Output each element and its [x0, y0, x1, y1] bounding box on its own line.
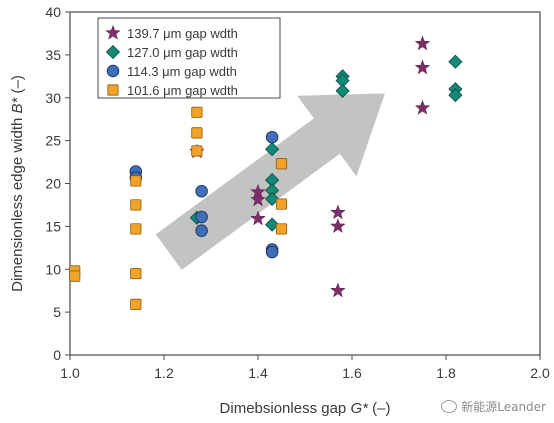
- square-data-point: [130, 175, 142, 187]
- y-tick-label: 25: [45, 133, 61, 149]
- y-tick-label: 0: [53, 347, 61, 363]
- star-data-point: [330, 204, 346, 220]
- square-data-point: [191, 106, 203, 118]
- legend-label: 114.3 μm gap wdth: [127, 64, 237, 79]
- axes: 1.0 1.2 1.4 1.6 1.8 2.0 0 5 10 15 20 25 30 35 40: [45, 4, 550, 381]
- x-tick-label: 1.4: [248, 365, 268, 381]
- square-data-point: [275, 158, 288, 170]
- square-data-point: [191, 145, 203, 157]
- legend-circle-icon: [106, 64, 120, 78]
- square-data-point: [69, 270, 81, 282]
- star-data-point: [250, 210, 266, 226]
- square-data-point: [130, 223, 142, 235]
- y-tick-label: 30: [45, 90, 61, 106]
- square-data-point: [130, 199, 142, 211]
- y-axis-title: Dimensionless edge width B* (–): [9, 75, 26, 292]
- axis-labels: Dimebsionless gap G* (–) Dimensionless ed…: [9, 75, 390, 417]
- diamond-data-point: [448, 54, 463, 69]
- diamond-data-point: [448, 88, 463, 103]
- square-data-point: [130, 298, 142, 311]
- data-points: [69, 35, 463, 311]
- square-data-point: [275, 198, 288, 210]
- x-tick-label: 1.6: [342, 365, 362, 381]
- watermark: 新能源Leander: [441, 398, 546, 415]
- y-tick-label: 40: [45, 4, 61, 20]
- star-data-point: [250, 191, 266, 207]
- diamond-data-point: [265, 191, 280, 207]
- star-data-point: [414, 35, 431, 51]
- circle-data-point: [195, 224, 208, 237]
- square-data-point: [191, 127, 203, 139]
- diamond-data-point: [265, 217, 280, 232]
- watermark-text: 新能源Leander: [461, 400, 546, 414]
- x-axis-title: Dimebsionless gap G* (–): [220, 400, 391, 417]
- legend-label: 139.7 μm gap wdth: [127, 26, 238, 41]
- legend: 139.7 μm gap wdth 127.0 μm gap wdth 114.3 …: [97, 17, 281, 99]
- star-data-point: [414, 59, 431, 75]
- y-tick-label: 35: [45, 47, 61, 63]
- star-data-point: [330, 218, 346, 234]
- x-tick-label: 1.0: [60, 365, 80, 381]
- x-tick-label: 2.0: [530, 365, 550, 381]
- legend-square-icon: [107, 84, 119, 96]
- star-data-point: [414, 99, 431, 115]
- legend-label: 101.6 μm gap wdth: [127, 83, 238, 98]
- wechat-icon: [441, 400, 458, 413]
- y-tick-label: 20: [45, 176, 61, 192]
- circle-data-point: [195, 210, 208, 224]
- circle-data-point: [265, 245, 279, 259]
- y-tick-label: 15: [45, 218, 61, 234]
- square-data-point: [275, 223, 288, 235]
- y-tick-label: 10: [45, 261, 61, 277]
- x-tick-label: 1.8: [436, 365, 456, 381]
- y-tick-label: 5: [53, 304, 61, 320]
- circle-data-point: [265, 130, 279, 144]
- circle-data-point: [195, 184, 208, 198]
- legend-box: [97, 17, 281, 99]
- legend-star-icon: [105, 24, 121, 40]
- legend-label: 127.0 μm gap wdth: [127, 45, 238, 60]
- star-data-point: [330, 282, 346, 298]
- x-tick-label: 1.2: [154, 365, 174, 381]
- legend-diamond-icon: [105, 44, 121, 60]
- diamond-data-point: [335, 83, 350, 98]
- diamond-data-point: [265, 142, 280, 157]
- square-data-point: [130, 267, 142, 280]
